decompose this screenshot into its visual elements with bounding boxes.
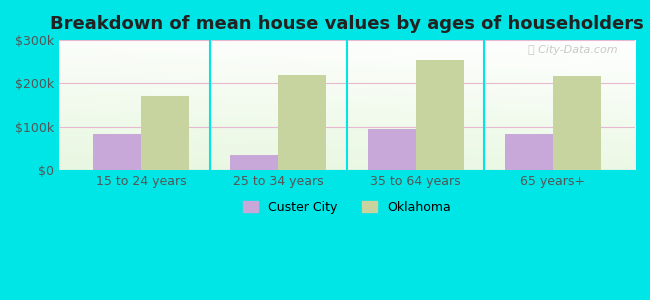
Bar	[278, 75, 326, 170]
Legend: Custer City, Oklahoma: Custer City, Oklahoma	[238, 196, 456, 219]
Bar	[93, 134, 141, 170]
Bar	[141, 97, 189, 170]
Title: Breakdown of mean house values by ages of householders: Breakdown of mean house values by ages o…	[50, 15, 644, 33]
Bar	[552, 76, 601, 170]
Text: ⓘ City-Data.com: ⓘ City-Data.com	[528, 45, 618, 55]
Bar	[230, 155, 278, 170]
Bar	[504, 134, 552, 170]
Bar	[367, 129, 415, 170]
Bar	[415, 60, 463, 170]
